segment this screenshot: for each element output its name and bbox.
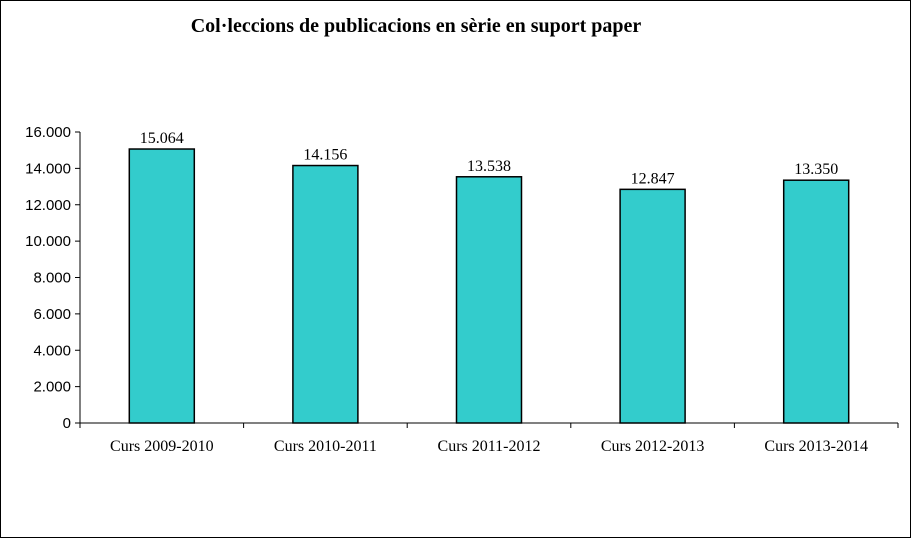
y-tick-label: 6.000 — [33, 306, 71, 323]
y-tick-label: 10.000 — [25, 233, 71, 250]
x-tick-label: Curs 2013-2014 — [764, 438, 868, 455]
x-tick-label: Curs 2012-2013 — [601, 438, 705, 455]
y-tick-label: 2.000 — [33, 379, 71, 396]
bar — [292, 164, 359, 424]
y-tick-label: 8.000 — [33, 270, 71, 287]
chart-title: Col·leccions de publicacions en sèrie en… — [190, 15, 642, 37]
y-tick-label: 0 — [63, 415, 71, 432]
bar — [619, 188, 686, 424]
y-tick-label: 12.000 — [25, 197, 71, 214]
data-label: 14.156 — [303, 147, 347, 164]
bar — [128, 148, 196, 424]
data-label: 13.350 — [794, 161, 838, 178]
data-label: 13.538 — [467, 158, 511, 175]
data-label: 15.064 — [140, 130, 184, 147]
x-tick-label: Curs 2009-2010 — [110, 438, 214, 455]
y-tick-label: 4.000 — [33, 342, 71, 359]
bar — [455, 176, 523, 424]
bar — [782, 179, 850, 424]
x-tick-label: Curs 2010-2011 — [274, 438, 377, 455]
x-tick-label: Curs 2011-2012 — [438, 438, 541, 455]
data-label: 12.847 — [631, 170, 675, 187]
y-tick-label: 16.000 — [25, 124, 71, 141]
y-tick-label: 14.000 — [25, 160, 71, 177]
